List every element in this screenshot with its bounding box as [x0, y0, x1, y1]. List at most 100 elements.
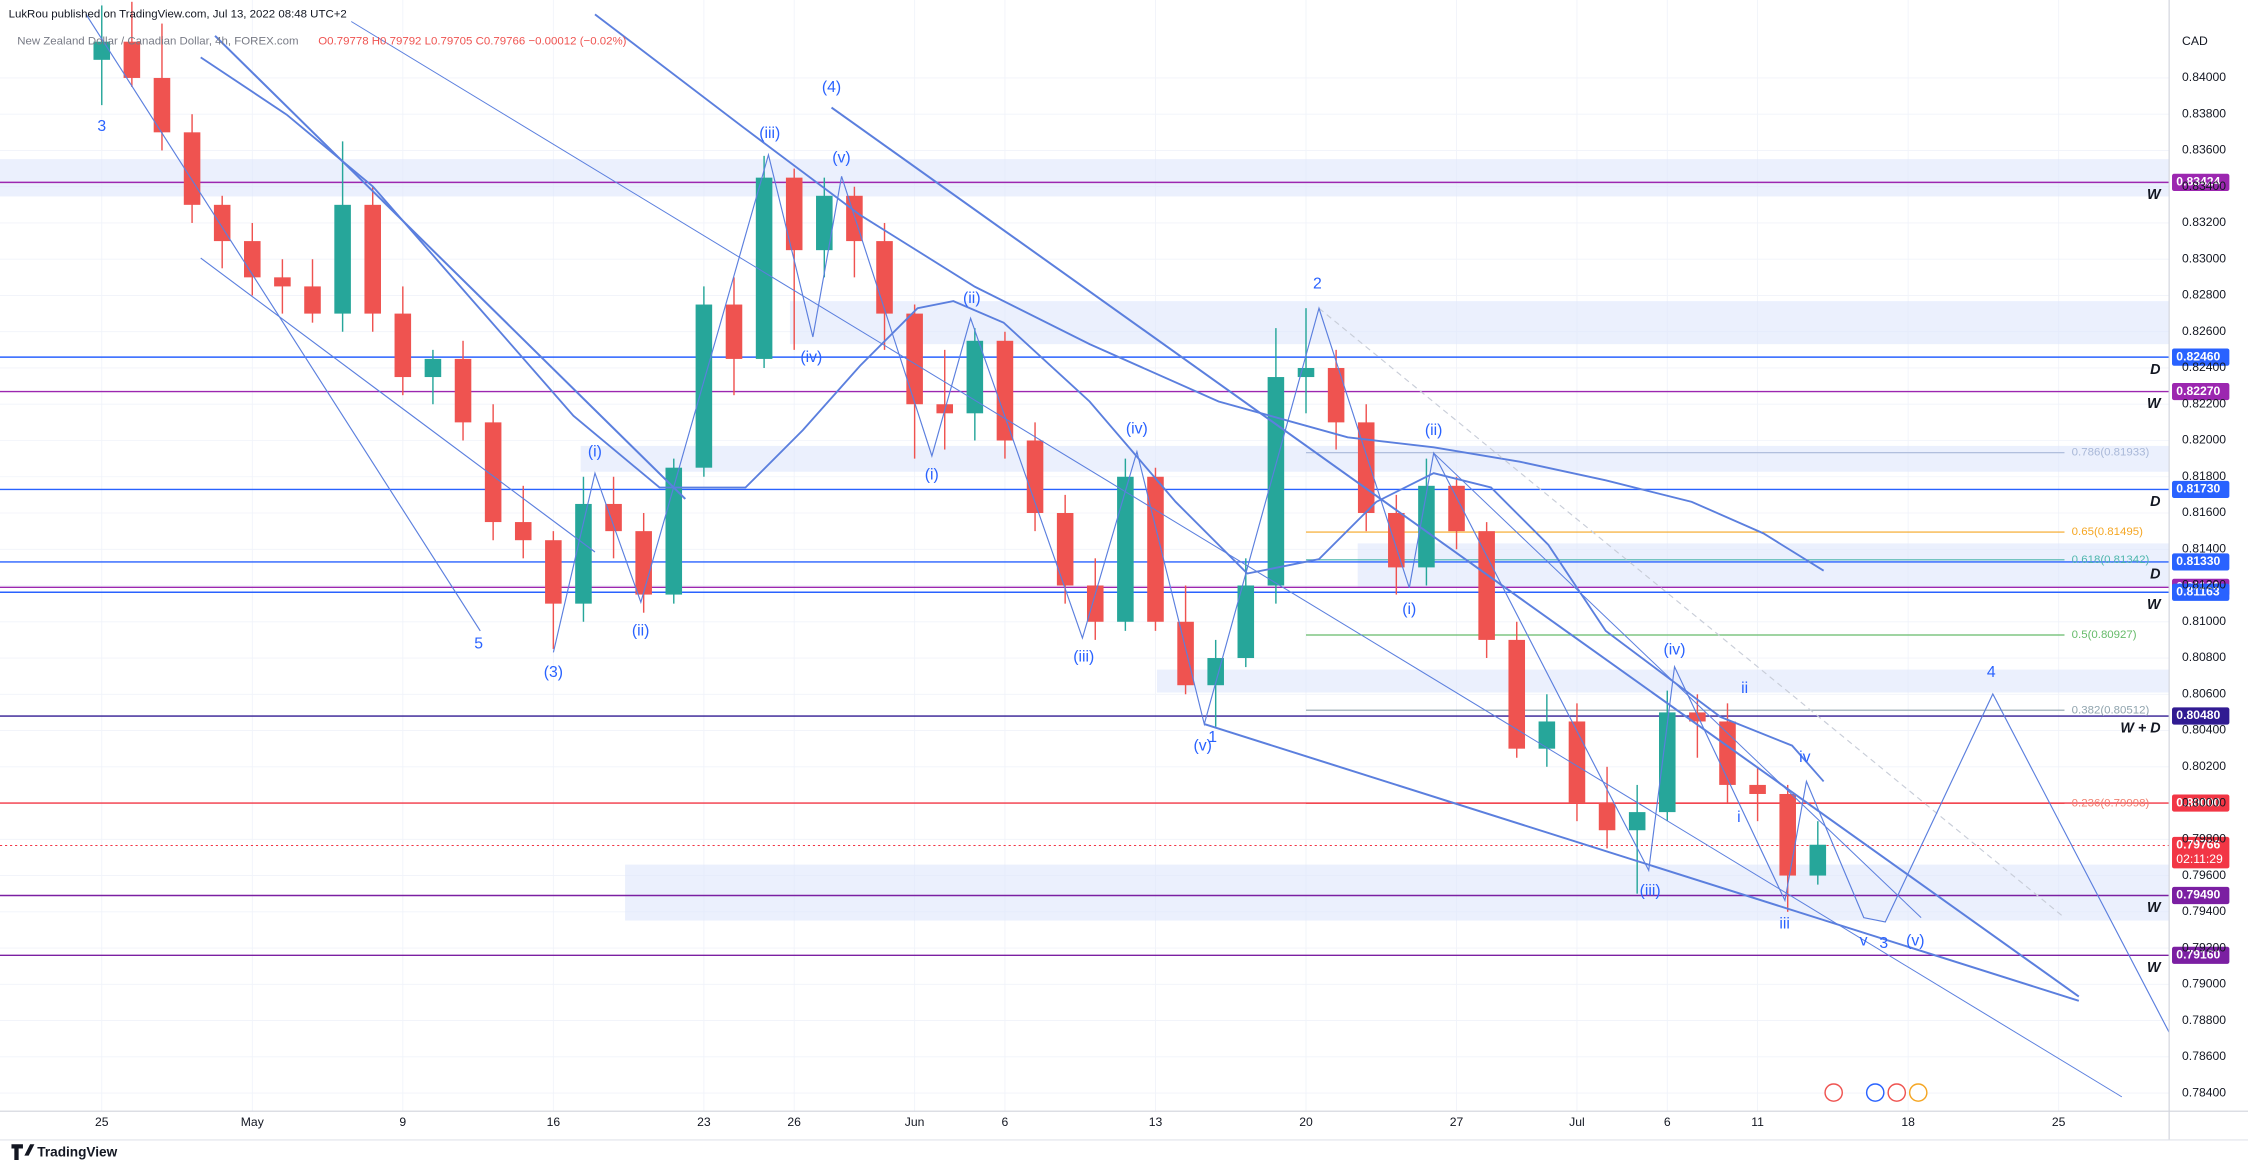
candle-body	[304, 286, 321, 314]
candle-body	[996, 340, 1014, 441]
y-tick-label: 0.80400	[2182, 723, 2226, 737]
y-tick-label: 0.79600	[2182, 868, 2226, 882]
ohlc-value: H0.79792	[372, 36, 422, 48]
candle-body	[1779, 793, 1796, 876]
trendline	[214, 35, 687, 500]
symbol-title: New Zealand Dollar / Canadian Dollar, 4h…	[17, 36, 298, 48]
candle-body	[1448, 485, 1465, 532]
price-label: 0.81163	[2176, 584, 2220, 598]
fib-label: 0.236(0.79998)	[2072, 797, 2150, 809]
candle-body	[1809, 844, 1827, 876]
wave-label: iv	[1799, 749, 1811, 766]
labels: 0.786(0.81933) 0.65(0.81495) 0.618(0.81342…	[97, 79, 2230, 976]
y-tick-label: 0.81600	[2182, 505, 2226, 519]
price-label: 0.80000	[2176, 795, 2220, 809]
x-tick-label: 25	[95, 1115, 109, 1129]
wave-label: (i)	[588, 443, 602, 460]
y-tick-label: 0.82200	[2182, 396, 2226, 410]
y-tick-label: 0.82600	[2182, 324, 2226, 338]
y-tick-label: 0.79400	[2182, 904, 2226, 918]
wave-label: (iv)	[800, 349, 822, 366]
x-tick-label: 25	[2052, 1115, 2066, 1129]
candle-body	[876, 241, 893, 314]
wave-label: 3	[97, 118, 106, 135]
last-price-box	[2172, 836, 2230, 869]
zone	[580, 445, 2170, 472]
y-tick-label: 0.81000	[2182, 614, 2226, 628]
fib-label: 0.618(0.81342)	[2072, 554, 2150, 566]
x-tick-label: 27	[1450, 1115, 1464, 1129]
last-price-label: 0.79766	[2176, 838, 2220, 852]
candle-body	[1689, 712, 1706, 722]
candle-body	[274, 277, 291, 287]
event-icon	[1824, 1083, 1843, 1102]
wave-label: (iii)	[1073, 648, 1094, 665]
event-icon	[1887, 1083, 1907, 1102]
drawings	[85, 13, 2170, 1098]
x-tick-label: 20	[1299, 1115, 1313, 1129]
wave-label: 1	[1208, 729, 1217, 746]
candle-body	[1508, 639, 1526, 749]
y-tick-label: 0.82000	[2182, 433, 2226, 447]
candle-body	[906, 313, 923, 405]
y-tick-label: 0.81400	[2182, 541, 2226, 555]
level-tag: W	[2147, 187, 2162, 203]
level-tag: D	[2150, 567, 2160, 583]
wave-label: (ii)	[963, 290, 981, 307]
ohlc: O0.79778 H0.79792 L0.79705 C0.79766 −0.0…	[318, 36, 626, 48]
price-label-box	[2172, 583, 2230, 601]
y-tick-label: 0.78800	[2182, 1013, 2226, 1027]
y-tick-label: 0.79800	[2182, 832, 2226, 846]
candle-body	[1478, 531, 1495, 640]
candle-body	[153, 77, 171, 133]
price-label: 0.80480	[2176, 708, 2220, 722]
brand: TradingView	[37, 1144, 117, 1159]
wave-label: (4)	[822, 79, 841, 96]
candle-body	[1628, 812, 1646, 831]
x-tick-label: 9	[399, 1115, 406, 1129]
wave-label: 3	[1879, 935, 1888, 952]
trendline	[1433, 452, 1922, 919]
candle-body	[334, 204, 351, 314]
price-label: 0.79490	[2176, 888, 2220, 902]
y-tick-label: 0.83200	[2182, 215, 2226, 229]
candle-body	[785, 177, 803, 251]
candle-body	[1026, 440, 1044, 514]
event-icons	[1824, 1083, 1928, 1102]
wave-label: ii	[1741, 680, 1748, 697]
moving-average	[594, 13, 1825, 572]
level-tag: D	[2150, 362, 2160, 378]
level-tag: W	[2147, 900, 2162, 916]
y-tick-label: 0.81200	[2182, 578, 2226, 592]
wave-label: (iv)	[1664, 641, 1686, 658]
level-tag: W	[2147, 396, 2162, 412]
candle-body	[1538, 721, 1556, 749]
price-label-box	[2172, 794, 2230, 812]
candle-body	[213, 204, 231, 242]
price-label-box	[2172, 173, 2230, 191]
wave-path	[552, 152, 2170, 1033]
candle-body	[183, 132, 201, 205]
candle-body	[695, 304, 713, 468]
wave-label: (v)	[832, 149, 850, 166]
y-tick-label: 0.80800	[2182, 650, 2226, 664]
y-tick-label: 0.80000	[2182, 795, 2226, 809]
candle-body	[454, 358, 472, 423]
candle-body	[1297, 367, 1315, 378]
currency: CAD	[2182, 34, 2208, 48]
x-tick-label: 23	[697, 1115, 711, 1129]
moving-average	[200, 56, 1825, 783]
candle-body	[1568, 721, 1586, 804]
ohlc-value: C0.79766	[476, 36, 526, 48]
axes: 0.78400 0.78600 0.78800 0.79000 0.79200 0.794…	[95, 70, 2226, 1129]
y-tick-label: 0.82800	[2182, 288, 2226, 302]
wave-label: (iii)	[1640, 882, 1661, 899]
candle-body	[123, 41, 141, 78]
candle-body	[966, 340, 984, 414]
ohlc-value: L0.79705	[425, 36, 473, 48]
wave-label: (iii)	[759, 125, 780, 142]
levels	[0, 181, 2170, 957]
candles	[93, 1, 1827, 912]
y-tick-label: 0.84000	[2182, 70, 2226, 84]
